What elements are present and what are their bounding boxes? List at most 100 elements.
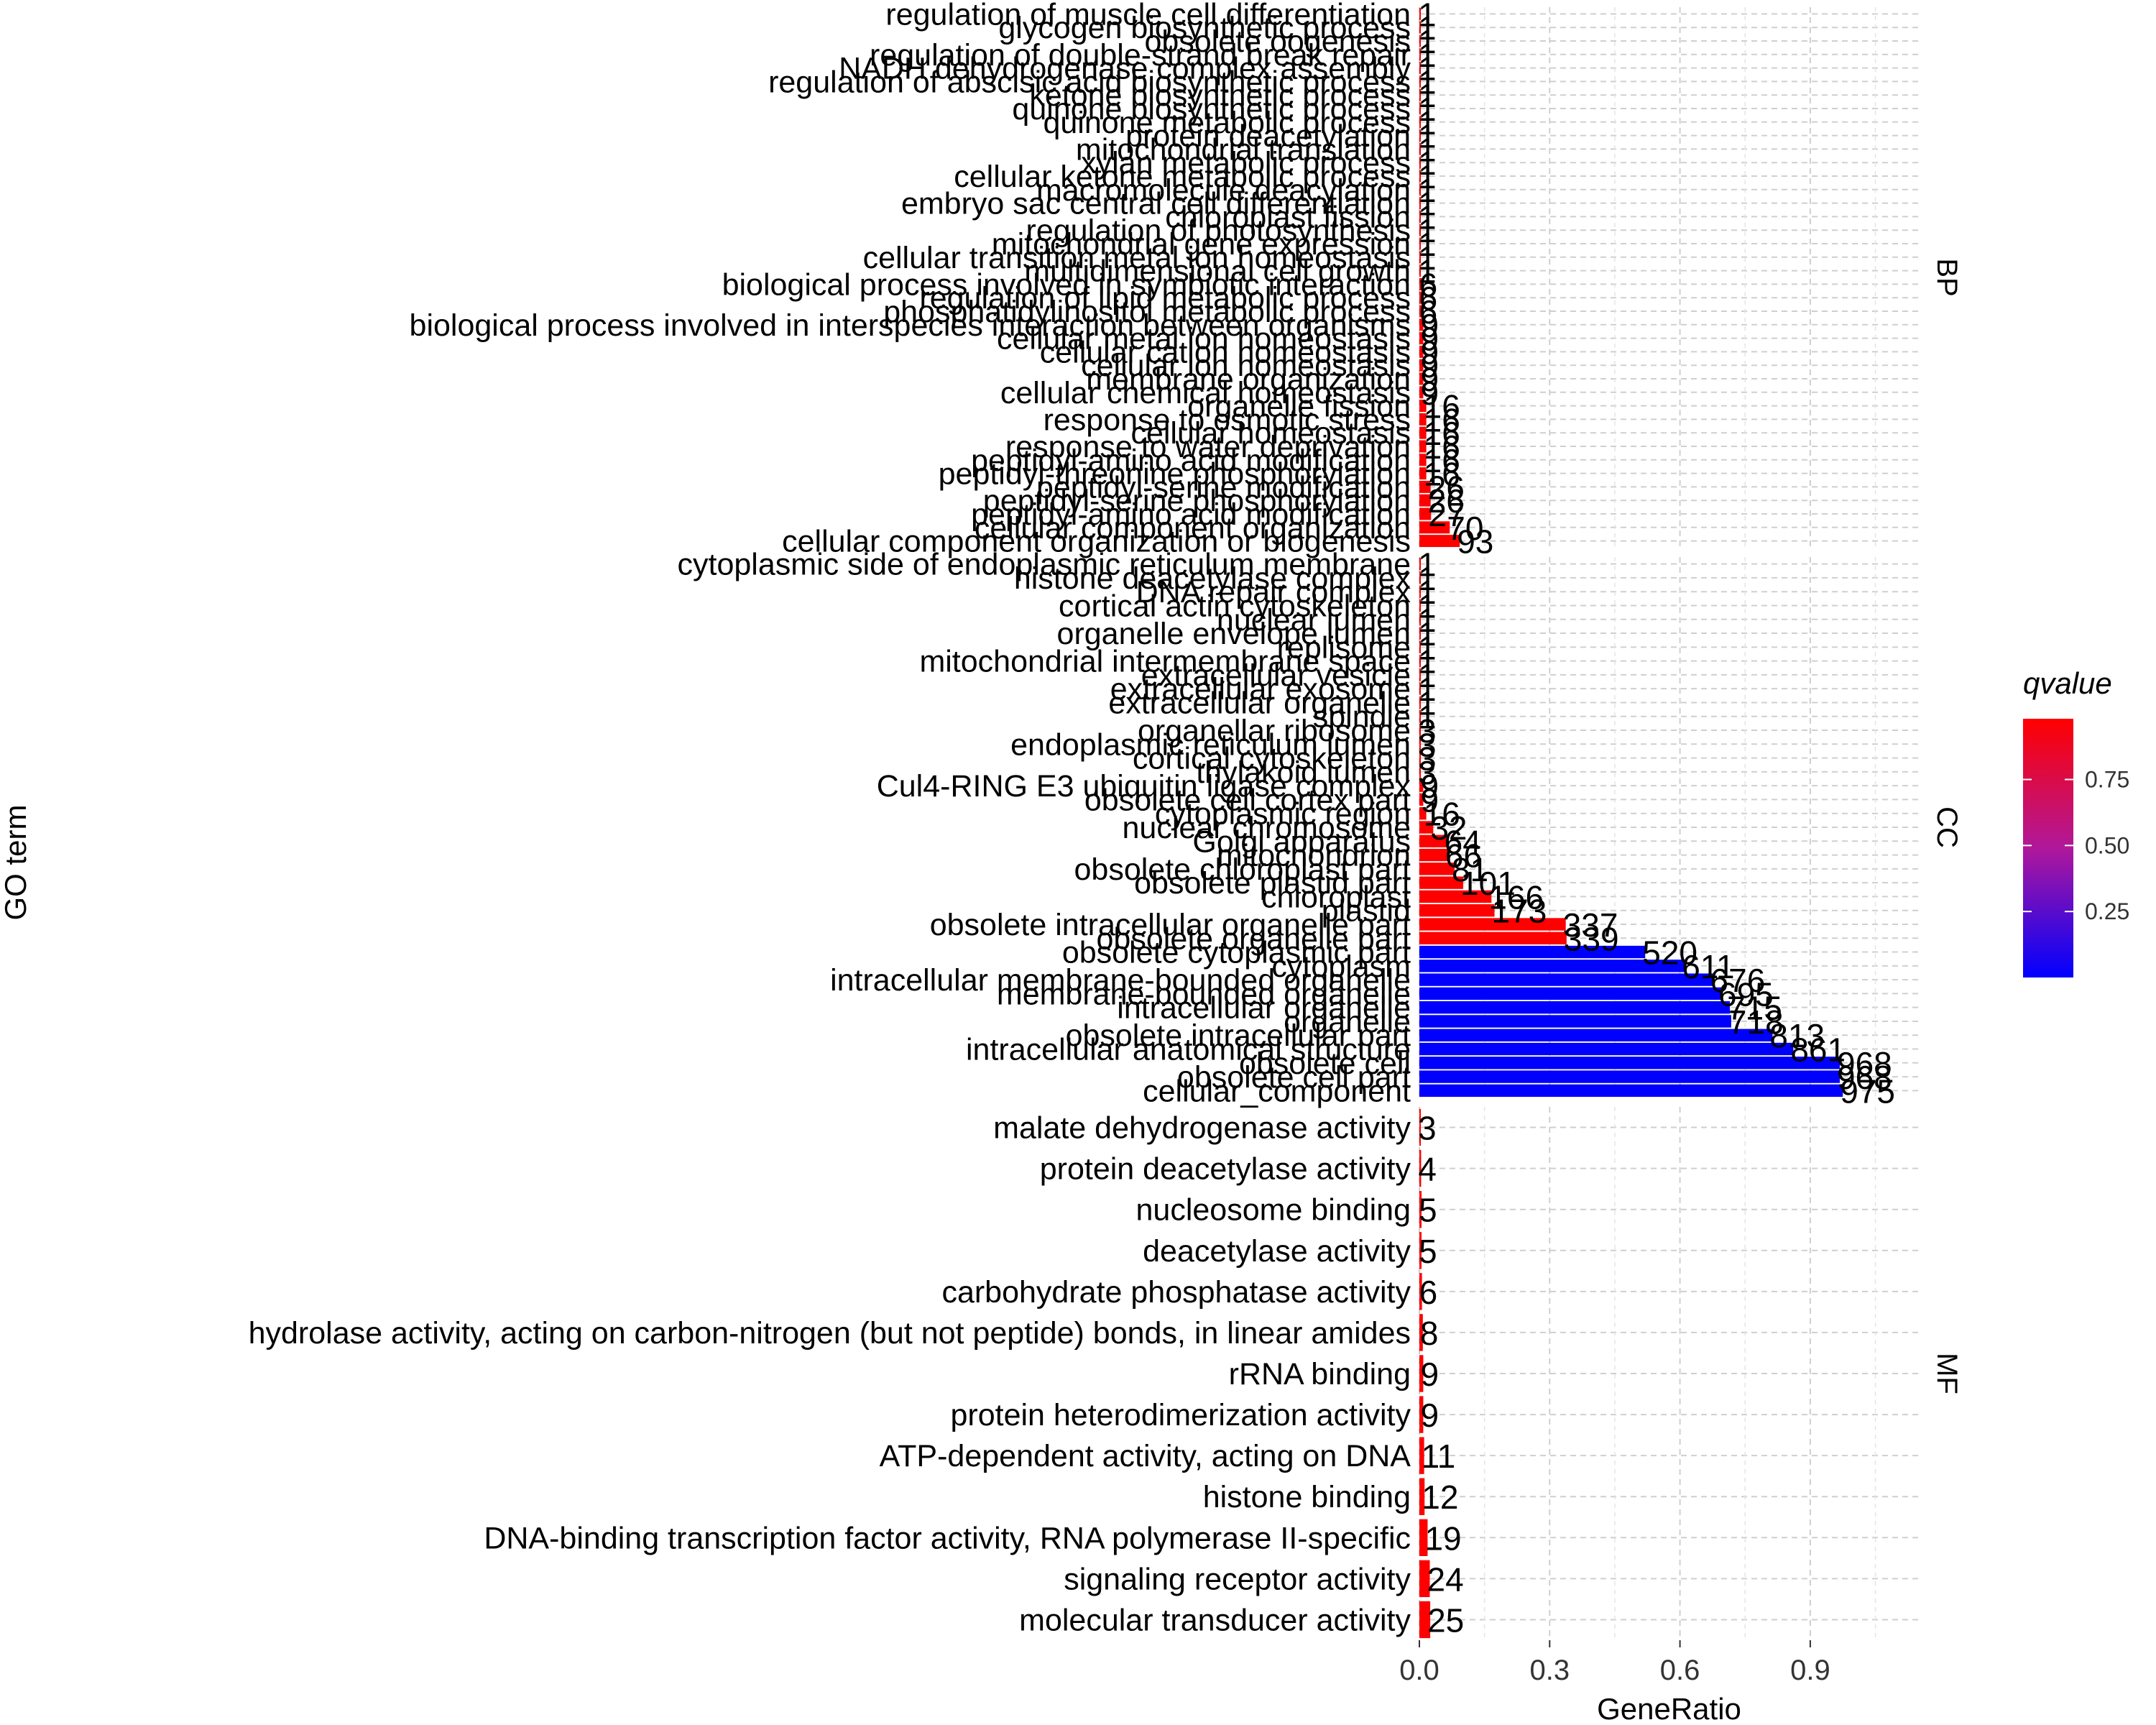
bar bbox=[1419, 904, 1495, 917]
bar bbox=[1419, 599, 1421, 612]
count-label: 8 bbox=[1420, 1315, 1439, 1352]
bar bbox=[1419, 1191, 1422, 1228]
bar bbox=[1419, 1437, 1424, 1474]
count-label: 9 bbox=[1420, 1356, 1439, 1393]
term-label: cellular_component bbox=[1143, 1074, 1411, 1108]
bar bbox=[1419, 62, 1421, 75]
bar bbox=[1419, 467, 1427, 480]
count-label: 1 bbox=[1418, 50, 1437, 88]
count-label: 1 bbox=[1418, 615, 1437, 653]
count-label: 19 bbox=[1424, 1519, 1461, 1557]
count-label: 5 bbox=[1419, 1233, 1437, 1270]
bar bbox=[1419, 142, 1421, 155]
term-label: ketone biosynthetic process bbox=[1029, 78, 1411, 113]
bar bbox=[1419, 960, 1685, 972]
count-label: 1 bbox=[1418, 91, 1437, 128]
term-label: Golgi apparatus bbox=[1192, 824, 1411, 859]
term-label: response to water deprivation bbox=[1005, 430, 1411, 464]
count-label: 1 bbox=[1418, 560, 1437, 597]
bar bbox=[1419, 237, 1421, 250]
bar bbox=[1419, 973, 1713, 986]
count-label: 1 bbox=[1418, 587, 1437, 625]
count-label: 1 bbox=[1418, 9, 1437, 47]
bar bbox=[1419, 494, 1431, 507]
bar bbox=[1419, 75, 1421, 88]
bar bbox=[1419, 426, 1427, 439]
bar bbox=[1419, 571, 1421, 584]
bar bbox=[1419, 627, 1421, 640]
term-label: cellular homeostasis bbox=[1130, 416, 1411, 451]
term-label: extracellular organelle bbox=[1108, 686, 1411, 720]
term-label: biological process involved in symbiotic… bbox=[722, 267, 1411, 302]
bar bbox=[1419, 918, 1566, 931]
term-label: obsolete cell part bbox=[1177, 1060, 1411, 1095]
bar bbox=[1419, 1057, 1841, 1070]
count-label: 1 bbox=[1418, 118, 1437, 155]
term-label: endoplasmic reticulum lumen bbox=[1010, 727, 1411, 762]
count-label: 6 bbox=[1419, 1274, 1438, 1311]
count-label: 1 bbox=[1418, 23, 1437, 60]
bar bbox=[1419, 737, 1421, 750]
term-label: cytoplasmic side of endoplasmic reticulu… bbox=[678, 548, 1411, 582]
term-label: obsolete organelle part bbox=[1097, 921, 1411, 956]
count-label: 4 bbox=[1418, 1151, 1437, 1188]
term-label: chloroplast fission bbox=[1165, 200, 1411, 234]
term-label: mitochondrion bbox=[1217, 839, 1411, 873]
bar bbox=[1419, 277, 1422, 290]
count-label: 6 bbox=[1419, 293, 1438, 331]
count-label: 9 bbox=[1420, 347, 1439, 385]
count-label: 1 bbox=[1418, 226, 1437, 263]
term-label: peptidyl-serine modification bbox=[1036, 470, 1411, 505]
bar bbox=[1419, 557, 1421, 571]
term-label: obsolete cytoplasmic part bbox=[1062, 936, 1411, 970]
bar bbox=[1419, 413, 1427, 426]
term-label: cortical actin cytoskeleton bbox=[1059, 589, 1411, 623]
count-label: 1 bbox=[1418, 546, 1437, 584]
count-label: 695 bbox=[1718, 975, 1774, 1013]
term-label: regulation of double-strand break repair bbox=[870, 38, 1411, 73]
bar bbox=[1419, 987, 1722, 1000]
term-label: plastid bbox=[1322, 894, 1411, 929]
term-label: mitochondrial translation bbox=[1076, 132, 1411, 167]
x-axis-title: GeneRatio bbox=[1597, 1692, 1741, 1725]
count-label: 1 bbox=[1418, 0, 1437, 33]
count-label: 813 bbox=[1769, 1017, 1825, 1054]
bar bbox=[1419, 724, 1421, 737]
count-label: 11 bbox=[1422, 1438, 1456, 1475]
term-label: glycogen biosynthetic process bbox=[998, 11, 1411, 45]
count-label: 1 bbox=[1418, 574, 1437, 611]
bar bbox=[1419, 793, 1424, 806]
term-label: obsolete cell bbox=[1239, 1046, 1411, 1081]
term-label: DNA-binding transcription factor activit… bbox=[484, 1521, 1411, 1555]
bar bbox=[1419, 102, 1421, 115]
y-axis-title: GO term bbox=[0, 804, 32, 920]
term-label: nucleosome binding bbox=[1136, 1193, 1411, 1228]
count-label: 25 bbox=[1427, 1601, 1464, 1639]
term-label: obsolete plastid part bbox=[1134, 866, 1411, 901]
term-label: membrane-bounded organelle bbox=[997, 977, 1411, 1011]
bar bbox=[1419, 807, 1427, 820]
count-label: 16 bbox=[1424, 428, 1460, 466]
bar bbox=[1419, 88, 1421, 101]
count-label: 3 bbox=[1418, 1110, 1437, 1147]
bar bbox=[1419, 668, 1421, 681]
count-label: 975 bbox=[1840, 1072, 1895, 1110]
term-label: obsolete cell cortex part bbox=[1084, 783, 1411, 817]
count-label: 1 bbox=[1418, 185, 1437, 223]
term-label: chloroplast bbox=[1261, 880, 1411, 914]
term-label: obsolete intracellular part bbox=[1066, 1018, 1411, 1053]
bar bbox=[1419, 765, 1421, 778]
term-label: intracellular membrane-bounded organelle bbox=[830, 963, 1411, 998]
bar bbox=[1419, 640, 1421, 654]
bar bbox=[1419, 129, 1421, 142]
bar bbox=[1419, 1000, 1731, 1014]
facet-strip-label-bp: BP bbox=[1931, 258, 1963, 296]
count-label: 93 bbox=[1457, 523, 1493, 561]
term-label: cytoplasm bbox=[1271, 949, 1411, 984]
count-label: 9 bbox=[1420, 1397, 1439, 1434]
bar bbox=[1419, 1070, 1841, 1083]
term-label: extracellular exosome bbox=[1110, 672, 1411, 707]
bar bbox=[1419, 535, 1460, 548]
term-label: extracellular vesicle bbox=[1141, 658, 1411, 693]
bar bbox=[1419, 613, 1421, 626]
